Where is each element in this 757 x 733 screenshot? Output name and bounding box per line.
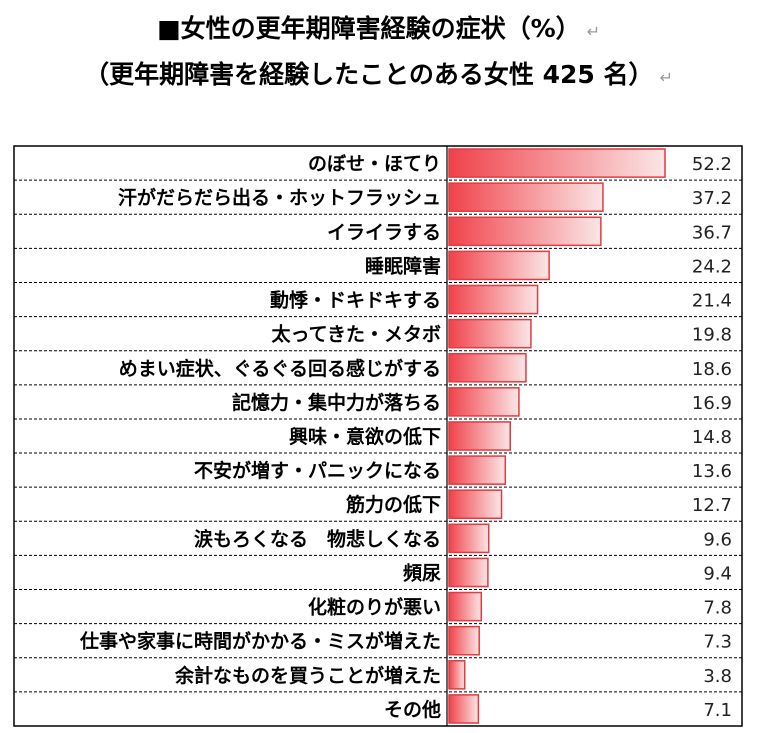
category-label: その他 — [384, 698, 441, 721]
bar — [448, 182, 604, 212]
bar — [448, 216, 602, 247]
category-label: 筋力の低下 — [346, 493, 441, 516]
value-label: 7.3 — [703, 632, 732, 653]
chart-title-line1: ■女性の更年期障害経験の症状（%） ↵ — [0, 14, 757, 47]
return-mark-icon: ↵ — [659, 68, 673, 87]
value-label: 18.6 — [692, 359, 732, 380]
category-label: イライラする — [327, 221, 441, 243]
category-label: 興味・意欲の低下 — [289, 425, 441, 448]
category-label: 仕事や家事に時間がかかる・ミスが増えた — [79, 630, 441, 653]
value-label: 16.9 — [692, 393, 732, 414]
bar — [448, 250, 550, 281]
category-label: 太ってきた・メタボ — [272, 323, 441, 346]
title-text-1: ■女性の更年期障害経験の症状（%） — [156, 14, 581, 43]
value-label: 12.7 — [692, 495, 732, 516]
value-label: 52.2 — [692, 154, 732, 175]
bar — [448, 489, 503, 520]
bar — [448, 318, 532, 349]
category-label: 頻尿 — [403, 561, 441, 584]
category-label: 不安が増す・パニックになる — [194, 459, 441, 482]
bar — [448, 694, 480, 724]
chart-frame — [13, 145, 743, 727]
category-label: 化粧のりが悪い — [308, 596, 441, 619]
value-label: 21.4 — [692, 291, 732, 312]
bar — [448, 660, 466, 690]
category-label: のぼせ・ほてり — [308, 153, 441, 175]
bar — [448, 625, 480, 656]
category-label: 汗がだらだら出る・ホットフラッシュ — [118, 186, 441, 209]
value-label: 37.2 — [692, 188, 732, 209]
category-label: めまい症状、ぐるぐる回る感じがする — [119, 357, 441, 380]
bar — [448, 387, 520, 417]
chart-title-line2: （更年期障害を経験したことのある女性 425 名） ↵ — [0, 60, 757, 93]
bar — [448, 455, 507, 485]
value-label: 24.2 — [692, 256, 732, 277]
category-label: 睡眠障害 — [365, 254, 441, 277]
bar — [448, 284, 539, 315]
bar — [448, 148, 666, 178]
value-label: 36.7 — [692, 222, 732, 243]
category-label: 動悸・ドキドキする — [270, 290, 441, 312]
value-label: 9.6 — [703, 529, 732, 550]
value-label: 13.6 — [692, 461, 732, 482]
bar — [448, 352, 527, 383]
bar — [448, 557, 489, 588]
value-label: 19.8 — [692, 325, 732, 346]
title-text-2: （更年期障害を経験したことのある女性 425 名） — [84, 60, 654, 89]
category-label: 涙もろくなる 物悲しくなる — [194, 527, 441, 550]
bar — [448, 591, 483, 622]
category-label: 記憶力・集中力が落ちる — [232, 391, 441, 414]
value-label: 7.8 — [703, 598, 732, 619]
value-label: 9.4 — [703, 563, 732, 584]
bar — [448, 421, 511, 451]
bar — [448, 523, 490, 554]
value-label: 14.8 — [692, 427, 732, 448]
value-label: 7.1 — [703, 700, 732, 721]
value-label: 3.8 — [703, 666, 732, 687]
category-label: 余計なものを買うことが増えた — [174, 664, 441, 687]
return-mark-icon: ↵ — [586, 22, 601, 41]
